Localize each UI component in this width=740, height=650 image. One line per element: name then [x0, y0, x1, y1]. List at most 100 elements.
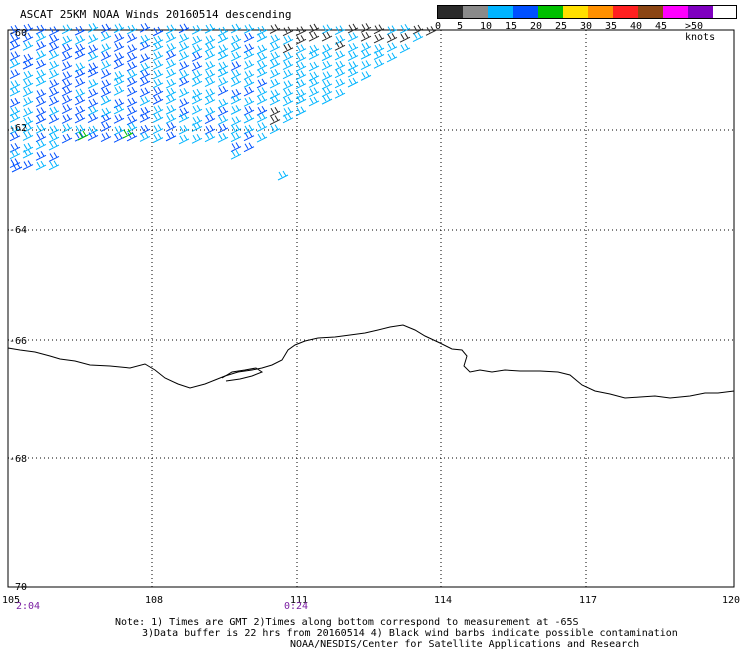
wind-barb — [48, 26, 60, 36]
wind-barb — [152, 124, 164, 135]
wind-barb — [269, 115, 281, 125]
wind-barb — [165, 33, 177, 43]
wind-barb — [113, 86, 125, 96]
wind-barb — [22, 107, 34, 118]
wind-barb — [191, 105, 203, 115]
wind-barb — [256, 132, 268, 143]
wind-barb — [61, 95, 73, 105]
wind-barb — [100, 23, 112, 34]
wind-barb — [48, 114, 60, 124]
wind-barb — [308, 96, 320, 107]
map-title: ASCAT 25KM NOAA Winds 20160514 descendin… — [20, 8, 292, 21]
wind-barb — [334, 60, 346, 71]
wind-barb — [256, 68, 268, 78]
wind-barb — [360, 71, 372, 81]
wind-barb — [61, 35, 73, 46]
wind-barb — [282, 96, 294, 107]
wind-barb — [230, 124, 242, 135]
wind-barb — [35, 140, 47, 150]
wind-barb — [113, 114, 125, 124]
wind-barb — [178, 42, 190, 52]
wind-barb — [165, 78, 177, 89]
wind-barb — [386, 42, 398, 53]
wind-barb — [100, 60, 112, 71]
wind-barb — [87, 79, 99, 89]
wind-barb — [321, 44, 333, 54]
wind-barb — [178, 33, 190, 44]
wind-barb — [243, 142, 255, 153]
wind-barb — [35, 151, 47, 161]
wind-barb — [269, 124, 281, 135]
wind-barb — [347, 42, 359, 53]
wind-barb — [74, 25, 86, 36]
wind-barb — [295, 95, 307, 105]
wind-barb — [113, 76, 125, 87]
wind-barb — [35, 132, 47, 143]
wind-barb — [9, 24, 21, 35]
wind-barb — [425, 26, 437, 36]
wind-barb — [217, 115, 229, 125]
wind-barb — [386, 52, 398, 63]
wind-barb — [321, 31, 333, 42]
wind-barb — [321, 24, 333, 35]
wind-barb — [22, 59, 34, 70]
wind-barb — [35, 50, 47, 61]
pass-time: 0:24 — [284, 601, 309, 612]
wind-barb — [152, 51, 164, 62]
wind-barb — [334, 41, 346, 51]
wind-barb — [100, 113, 112, 124]
wind-barb — [61, 71, 73, 82]
footnote-line: Note: 1) Times are GMT 2)Times along bot… — [115, 617, 579, 628]
lat-label: -70 — [9, 582, 27, 593]
wind-barb — [282, 113, 294, 124]
wind-barb — [217, 133, 229, 143]
wind-barb — [74, 68, 86, 79]
wind-barb — [126, 115, 138, 126]
lon-label: 117 — [579, 595, 597, 606]
wind-barb — [139, 113, 151, 123]
wind-barb — [35, 89, 47, 99]
legend-label: 15 — [505, 21, 518, 32]
wind-barb — [152, 41, 164, 52]
wind-barb — [100, 87, 112, 98]
wind-barb — [22, 70, 34, 81]
wind-barb — [152, 133, 164, 144]
wind-barb — [126, 61, 138, 72]
wind-barb — [100, 95, 112, 106]
wind-barb — [308, 50, 320, 60]
wind-barb — [204, 132, 216, 143]
wind-barb — [139, 76, 151, 87]
lat-label: -68 — [9, 454, 27, 465]
wind-barb — [126, 77, 138, 87]
wind-barb — [9, 149, 21, 160]
wind-barb — [61, 86, 73, 97]
wind-barb — [61, 133, 73, 144]
wind-barb — [373, 50, 385, 60]
wind-barb — [269, 42, 281, 53]
wind-barb — [269, 34, 281, 45]
wind-barb — [204, 61, 216, 71]
wind-barb — [178, 113, 190, 123]
wind-barb — [152, 78, 164, 89]
wind-barb — [61, 79, 73, 89]
wind-barb — [35, 69, 47, 80]
wind-barb — [87, 67, 99, 78]
wind-barb — [243, 131, 255, 142]
wind-barb — [100, 69, 112, 79]
wind-barb — [308, 61, 320, 72]
wind-barb — [412, 24, 424, 35]
wind-barb — [48, 140, 60, 151]
legend-swatch — [488, 6, 513, 18]
wind-barb — [22, 32, 34, 43]
wind-barb — [139, 132, 151, 142]
legend-label: 35 — [605, 21, 618, 32]
wind-barb — [230, 116, 242, 127]
wind-barb — [243, 60, 255, 70]
wind-barb — [295, 62, 307, 72]
legend-swatch — [638, 6, 663, 18]
wind-barb — [9, 58, 21, 69]
wind-barb — [256, 95, 268, 105]
wind-barb — [35, 24, 47, 35]
wind-barb — [269, 24, 281, 34]
wind-barb — [321, 71, 333, 81]
